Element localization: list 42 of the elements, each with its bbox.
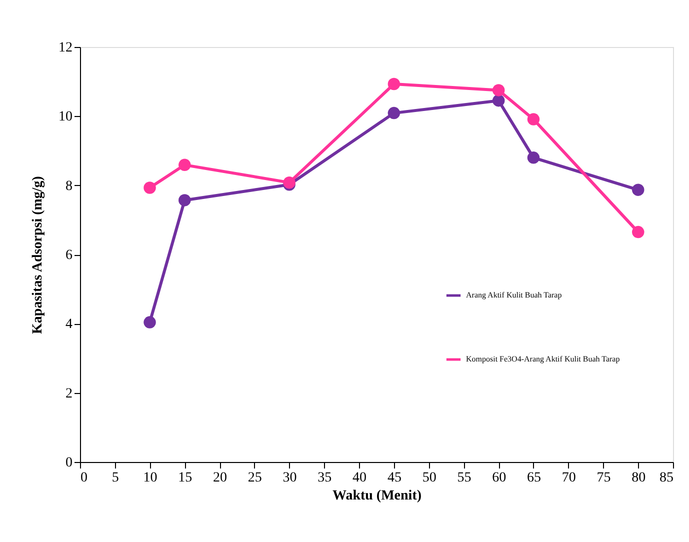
legend-label: Arang Aktif Kulit Buah Tarap bbox=[466, 290, 562, 300]
point bbox=[632, 226, 644, 238]
x-tick-label: 5 bbox=[112, 470, 119, 486]
x-tick-label: 60 bbox=[492, 470, 506, 486]
x-tick-label: 30 bbox=[282, 470, 297, 486]
x-tick-label: 65 bbox=[526, 470, 541, 486]
x-tick-label: 25 bbox=[248, 470, 262, 486]
point bbox=[492, 94, 505, 107]
point bbox=[144, 316, 156, 328]
x-tick-label: 0 bbox=[80, 470, 88, 486]
x-tick-label: 15 bbox=[178, 470, 192, 486]
y-tick-label: 6 bbox=[66, 248, 72, 263]
y-axis-title: Kapasitas Adsorpsi (mg/g) bbox=[30, 176, 46, 334]
point bbox=[178, 194, 191, 206]
point bbox=[178, 158, 191, 172]
y-tick-label: 12 bbox=[58, 40, 72, 56]
y-tick-label: 10 bbox=[58, 110, 72, 125]
x-tick-label: 75 bbox=[596, 470, 611, 486]
point bbox=[144, 182, 156, 194]
x-tick-label: 50 bbox=[422, 470, 436, 486]
y-tick-label: 0 bbox=[66, 456, 72, 470]
x-tick-label: 35 bbox=[318, 470, 332, 486]
x-tick-label: 20 bbox=[213, 470, 228, 486]
point bbox=[492, 84, 505, 96]
point bbox=[632, 184, 644, 196]
y-tick-label: 8 bbox=[66, 178, 72, 194]
point bbox=[527, 113, 540, 126]
legend-label: Komposit Fe3O4-Arang Aktif Kulit Buah Tarap bbox=[466, 354, 620, 364]
x-tick-label: 80 bbox=[632, 470, 646, 486]
point bbox=[388, 106, 400, 120]
x-axis-title: Waktu (Menit) bbox=[332, 488, 422, 504]
x-tick-label: 85 bbox=[660, 470, 674, 486]
x-tick-label: 10 bbox=[143, 470, 158, 486]
x-tick-label: 55 bbox=[457, 470, 472, 486]
x-tick-label: 40 bbox=[352, 470, 367, 486]
point bbox=[388, 78, 400, 90]
point bbox=[283, 176, 296, 189]
x-tick-label: 45 bbox=[387, 470, 402, 486]
y-tick-label: 4 bbox=[66, 317, 72, 332]
y-tick-label: 2 bbox=[66, 386, 72, 402]
x-tick-label: 70 bbox=[562, 470, 576, 486]
point bbox=[527, 152, 540, 164]
